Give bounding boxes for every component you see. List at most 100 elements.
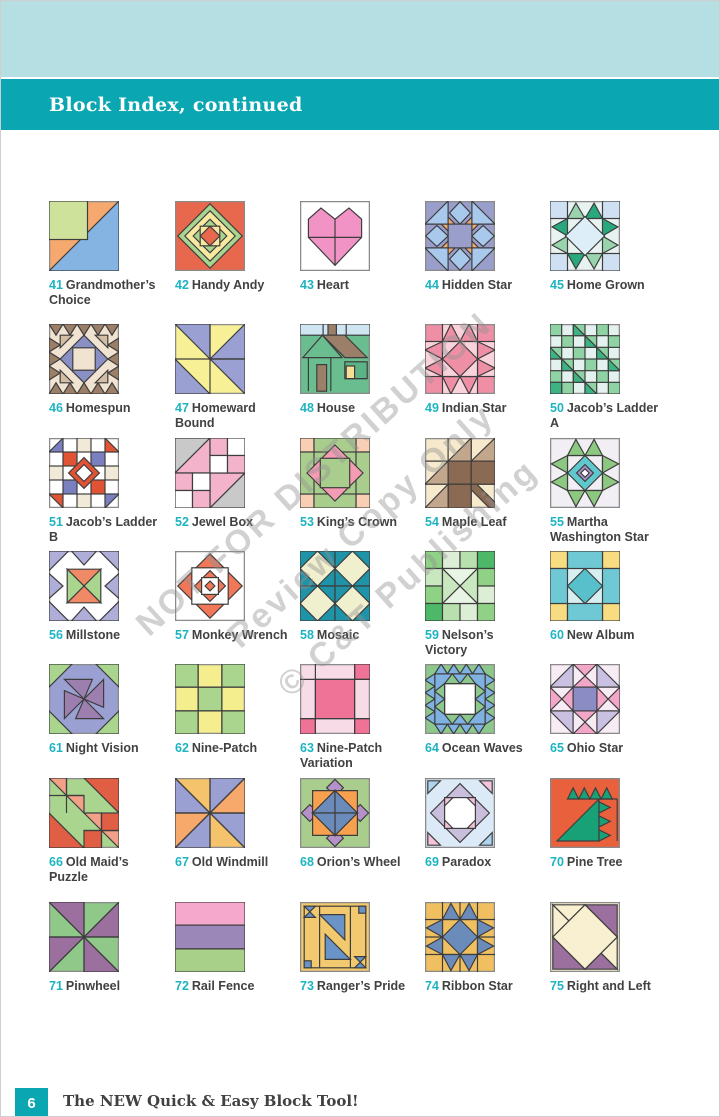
block-art xyxy=(550,201,620,271)
block-art xyxy=(49,201,119,271)
block-label: 71 Pinwheel xyxy=(49,979,163,994)
block-label: 54 Maple Leaf xyxy=(425,515,539,530)
block-label: 56 Millstone xyxy=(49,628,163,643)
block-name: Pine Tree xyxy=(566,855,623,869)
block-number: 63 xyxy=(300,741,314,755)
block-number: 57 xyxy=(175,628,189,642)
block-item: 55 Martha Washington Star xyxy=(550,438,668,551)
block-number: 58 xyxy=(300,628,314,642)
block-item: 48 House xyxy=(300,324,418,438)
block-label: 44 Hidden Star xyxy=(425,278,539,293)
block-item: 50 Jacob’s Ladder A xyxy=(550,324,668,438)
block-art xyxy=(300,324,370,394)
block-item: 57 Monkey Wrench xyxy=(175,551,293,664)
block-item: 68 Orion’s Wheel xyxy=(300,778,418,902)
block-art xyxy=(49,778,119,848)
block-item: 65 Ohio Star xyxy=(550,664,668,778)
block-name: Homespun xyxy=(65,401,131,415)
block-name: Ranger’s Pride xyxy=(316,979,406,993)
block-label: 66 Old Maid’s Puzzle xyxy=(49,855,163,884)
block-number: 75 xyxy=(550,979,564,993)
block-art xyxy=(175,778,245,848)
block-label: 47 Homeward Bound xyxy=(175,401,289,430)
block-name: Nine-Patch xyxy=(191,741,258,755)
footer: 6 The NEW Quick & Easy Block Tool! xyxy=(1,1088,719,1116)
block-number: 69 xyxy=(425,855,439,869)
block-art xyxy=(425,551,495,621)
block-label: 68 Orion’s Wheel xyxy=(300,855,414,870)
block-art xyxy=(550,438,620,508)
block-art xyxy=(550,778,620,848)
block-art xyxy=(300,902,370,972)
block-label: 41 Grandmother’s Choice xyxy=(49,278,163,307)
block-label: 62 Nine-Patch xyxy=(175,741,289,756)
block-art xyxy=(425,664,495,734)
block-item: 45 Home Grown xyxy=(550,201,668,324)
block-name: Old Windmill xyxy=(191,855,269,869)
block-item: 43 Heart xyxy=(300,201,418,324)
block-item: 54 Maple Leaf xyxy=(425,438,543,551)
block-number: 56 xyxy=(49,628,63,642)
block-name: Jewel Box xyxy=(191,515,254,529)
block-number: 52 xyxy=(175,515,189,529)
block-item: 53 King’s Crown xyxy=(300,438,418,551)
block-art xyxy=(49,438,119,508)
block-item: 51 Jacob’s Ladder B xyxy=(49,438,167,551)
page-number-box: 6 xyxy=(15,1088,48,1116)
block-label: 52 Jewel Box xyxy=(175,515,289,530)
block-name: Mosaic xyxy=(316,628,360,642)
page-title: Block Index, continued xyxy=(49,93,303,116)
block-art xyxy=(300,551,370,621)
block-item: 44 Hidden Star xyxy=(425,201,543,324)
block-number: 50 xyxy=(550,401,564,415)
block-label: 60 New Album xyxy=(550,628,664,643)
block-label: 46 Homespun xyxy=(49,401,163,416)
block-art xyxy=(425,778,495,848)
block-item: 67 Old Windmill xyxy=(175,778,293,902)
block-label: 61 Night Vision xyxy=(49,741,163,756)
block-number: 70 xyxy=(550,855,564,869)
block-name: Grandmother’s Choice xyxy=(49,278,156,307)
block-number: 44 xyxy=(425,278,439,292)
block-number: 71 xyxy=(49,979,63,993)
block-label: 53 King’s Crown xyxy=(300,515,414,530)
block-item: 64 Ocean Waves xyxy=(425,664,543,778)
block-art xyxy=(550,324,620,394)
block-label: 50 Jacob’s Ladder A xyxy=(550,401,664,430)
block-name: Millstone xyxy=(65,628,121,642)
block-label: 59 Nelson’s Victory xyxy=(425,628,539,657)
block-art xyxy=(300,201,370,271)
block-label: 58 Mosaic xyxy=(300,628,414,643)
block-label: 73 Ranger’s Pride xyxy=(300,979,414,994)
block-number: 45 xyxy=(550,278,564,292)
block-number: 73 xyxy=(300,979,314,993)
block-item: 49 Indian Star xyxy=(425,324,543,438)
block-item: 70 Pine Tree xyxy=(550,778,668,902)
block-name: Jacob’s Ladder B xyxy=(49,515,158,544)
block-art xyxy=(425,902,495,972)
block-item: 69 Paradox xyxy=(425,778,543,902)
block-art xyxy=(550,664,620,734)
block-name: Nelson’s Victory xyxy=(425,628,494,657)
block-number: 67 xyxy=(175,855,189,869)
page-number: 6 xyxy=(27,1094,36,1112)
block-art xyxy=(49,902,119,972)
block-item: 47 Homeward Bound xyxy=(175,324,293,438)
block-name: New Album xyxy=(566,628,635,642)
block-art xyxy=(175,201,245,271)
footer-title: The NEW Quick & Easy Block Tool! xyxy=(63,1092,359,1110)
block-number: 74 xyxy=(425,979,439,993)
block-art xyxy=(425,201,495,271)
block-item: 58 Mosaic xyxy=(300,551,418,664)
block-label: 49 Indian Star xyxy=(425,401,539,416)
block-label: 48 House xyxy=(300,401,414,416)
block-label: 74 Ribbon Star xyxy=(425,979,539,994)
block-number: 47 xyxy=(175,401,189,415)
block-label: 65 Ohio Star xyxy=(550,741,664,756)
block-name: Ohio Star xyxy=(566,741,624,755)
block-name: Ocean Waves xyxy=(441,741,523,755)
block-name: Pinwheel xyxy=(65,979,121,993)
block-label: 45 Home Grown xyxy=(550,278,664,293)
block-label: 64 Ocean Waves xyxy=(425,741,539,756)
block-name: Rail Fence xyxy=(191,979,255,993)
